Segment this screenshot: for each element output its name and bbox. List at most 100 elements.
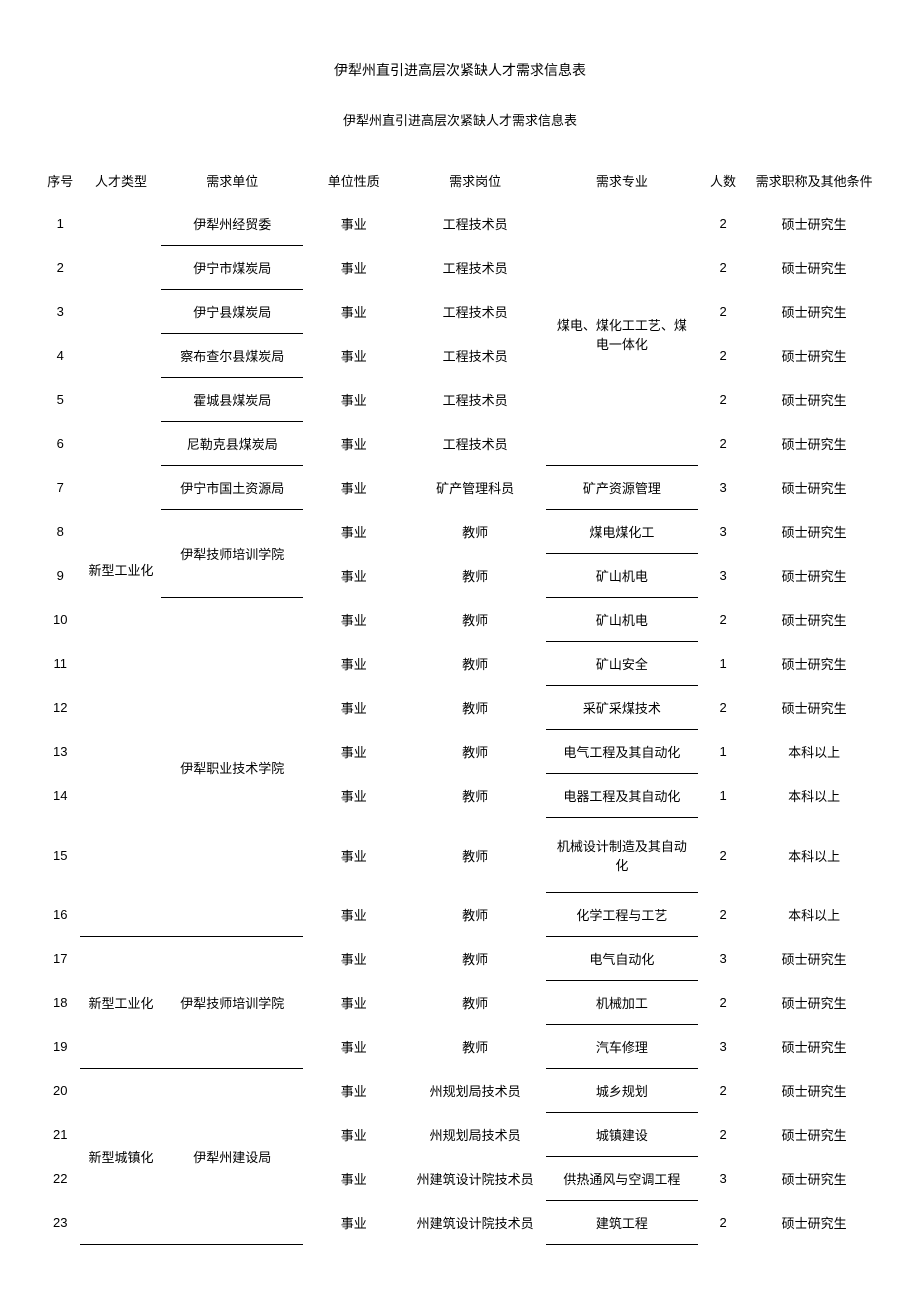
table-row: 10伊犁职业技术学院事业教师矿山机电2硕士研究生 xyxy=(40,598,880,642)
cell-position: 教师 xyxy=(404,598,546,642)
cell-position: 教师 xyxy=(404,774,546,818)
sub-title: 伊犁州直引进高层次紧缺人才需求信息表 xyxy=(40,110,880,129)
cell-nature: 事业 xyxy=(303,1025,404,1069)
cell-nature: 事业 xyxy=(303,554,404,598)
cell-condition: 本科以上 xyxy=(748,818,880,893)
header-count: 人数 xyxy=(698,159,749,202)
cell-position: 教师 xyxy=(404,730,546,774)
cell-condition: 硕士研究生 xyxy=(748,1069,880,1113)
cell-major: 供热通风与空调工程 xyxy=(546,1157,698,1201)
cell-seq: 2 xyxy=(40,246,80,290)
cell-position: 教师 xyxy=(404,981,546,1025)
cell-count: 3 xyxy=(698,1157,749,1201)
table-row: 8伊犁技师培训学院事业教师煤电煤化工3硕士研究生 xyxy=(40,510,880,554)
cell-nature: 事业 xyxy=(303,730,404,774)
cell-seq: 11 xyxy=(40,642,80,686)
cell-condition: 硕士研究生 xyxy=(748,422,880,466)
cell-nature: 事业 xyxy=(303,1201,404,1245)
header-seq: 序号 xyxy=(40,159,80,202)
cell-condition: 硕士研究生 xyxy=(748,246,880,290)
cell-count: 3 xyxy=(698,937,749,981)
cell-nature: 事业 xyxy=(303,774,404,818)
table-row: 1新型工业化伊犁州经贸委事业工程技术员煤电、煤化工工艺、煤电一体化2硕士研究生 xyxy=(40,202,880,246)
cell-nature: 事业 xyxy=(303,818,404,893)
cell-position: 工程技术员 xyxy=(404,378,546,422)
cell-condition: 硕士研究生 xyxy=(748,202,880,246)
cell-position: 工程技术员 xyxy=(404,422,546,466)
cell-count: 2 xyxy=(698,598,749,642)
cell-seq: 19 xyxy=(40,1025,80,1069)
cell-major: 城镇建设 xyxy=(546,1113,698,1157)
header-major: 需求专业 xyxy=(546,159,698,202)
cell-major: 矿山机电 xyxy=(546,554,698,598)
cell-major: 矿产资源管理 xyxy=(546,466,698,510)
cell-major: 城乡规划 xyxy=(546,1069,698,1113)
cell-condition: 硕士研究生 xyxy=(748,1157,880,1201)
cell-seq: 20 xyxy=(40,1069,80,1113)
cell-count: 2 xyxy=(698,981,749,1025)
table-row: 20新型城镇化伊犁州建设局事业州规划局技术员城乡规划2硕士研究生 xyxy=(40,1069,880,1113)
header-type: 人才类型 xyxy=(80,159,161,202)
cell-count: 1 xyxy=(698,730,749,774)
table-header-row: 序号 人才类型 需求单位 单位性质 需求岗位 需求专业 人数 需求职称及其他条件 xyxy=(40,159,880,202)
cell-position: 工程技术员 xyxy=(404,246,546,290)
cell-count: 2 xyxy=(698,422,749,466)
table-row: 17新型工业化伊犁技师培训学院事业教师电气自动化3硕士研究生 xyxy=(40,937,880,981)
cell-seq: 10 xyxy=(40,598,80,642)
cell-position: 矿产管理科员 xyxy=(404,466,546,510)
cell-nature: 事业 xyxy=(303,893,404,937)
cell-position: 州建筑设计院技术员 xyxy=(404,1157,546,1201)
cell-count: 2 xyxy=(698,1113,749,1157)
cell-seq: 22 xyxy=(40,1157,80,1201)
cell-seq: 4 xyxy=(40,334,80,378)
cell-nature: 事业 xyxy=(303,1113,404,1157)
cell-condition: 硕士研究生 xyxy=(748,686,880,730)
cell-unit: 伊宁市国土资源局 xyxy=(161,466,303,510)
cell-nature: 事业 xyxy=(303,642,404,686)
cell-seq: 8 xyxy=(40,510,80,554)
cell-condition: 硕士研究生 xyxy=(748,1113,880,1157)
cell-nature: 事业 xyxy=(303,466,404,510)
cell-count: 3 xyxy=(698,466,749,510)
cell-count: 2 xyxy=(698,290,749,334)
cell-count: 2 xyxy=(698,246,749,290)
table-row: 7伊宁市国土资源局事业矿产管理科员矿产资源管理3硕士研究生 xyxy=(40,466,880,510)
cell-position: 教师 xyxy=(404,893,546,937)
cell-condition: 硕士研究生 xyxy=(748,466,880,510)
cell-position: 教师 xyxy=(404,642,546,686)
cell-unit: 察布查尔县煤炭局 xyxy=(161,334,303,378)
cell-position: 工程技术员 xyxy=(404,202,546,246)
cell-seq: 21 xyxy=(40,1113,80,1157)
talent-demand-table: 序号 人才类型 需求单位 单位性质 需求岗位 需求专业 人数 需求职称及其他条件… xyxy=(40,159,880,1245)
cell-seq: 9 xyxy=(40,554,80,598)
table-row: 3伊宁县煤炭局事业工程技术员2硕士研究生 xyxy=(40,290,880,334)
cell-unit: 伊犁州建设局 xyxy=(161,1069,303,1245)
cell-type: 新型城镇化 xyxy=(80,1069,161,1245)
cell-count: 1 xyxy=(698,642,749,686)
cell-seq: 14 xyxy=(40,774,80,818)
cell-position: 工程技术员 xyxy=(404,334,546,378)
header-position: 需求岗位 xyxy=(404,159,546,202)
cell-major: 汽车修理 xyxy=(546,1025,698,1069)
cell-nature: 事业 xyxy=(303,422,404,466)
cell-position: 工程技术员 xyxy=(404,290,546,334)
cell-unit: 伊犁技师培训学院 xyxy=(161,937,303,1069)
cell-nature: 事业 xyxy=(303,510,404,554)
cell-major: 电气自动化 xyxy=(546,937,698,981)
cell-condition: 硕士研究生 xyxy=(748,1025,880,1069)
cell-count: 3 xyxy=(698,554,749,598)
cell-count: 2 xyxy=(698,686,749,730)
cell-type: 新型工业化 xyxy=(80,937,161,1069)
cell-seq: 15 xyxy=(40,818,80,893)
cell-seq: 23 xyxy=(40,1201,80,1245)
cell-nature: 事业 xyxy=(303,598,404,642)
cell-position: 教师 xyxy=(404,554,546,598)
cell-major: 化学工程与工艺 xyxy=(546,893,698,937)
cell-nature: 事业 xyxy=(303,1157,404,1201)
cell-condition: 本科以上 xyxy=(748,774,880,818)
cell-major: 采矿采煤技术 xyxy=(546,686,698,730)
cell-position: 教师 xyxy=(404,1025,546,1069)
table-row: 5霍城县煤炭局事业工程技术员2硕士研究生 xyxy=(40,378,880,422)
cell-position: 州规划局技术员 xyxy=(404,1113,546,1157)
cell-seq: 17 xyxy=(40,937,80,981)
